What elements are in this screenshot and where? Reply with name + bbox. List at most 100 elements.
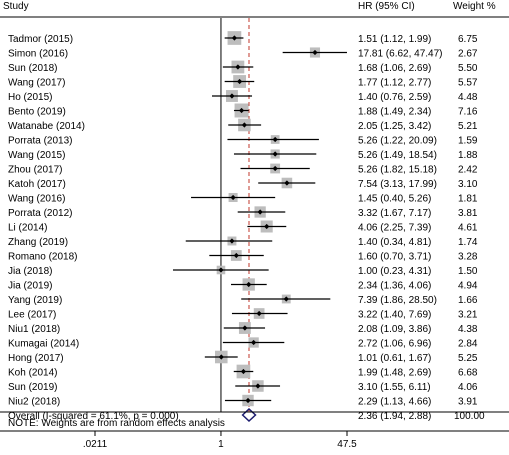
- study-name: Porrata (2013): [8, 136, 72, 147]
- study-name: Sun (2018): [8, 63, 57, 74]
- study-name: Wang (2016): [8, 194, 65, 205]
- weight-label: 5.57: [458, 78, 478, 89]
- study-row: Wang (2015) 5.26 (1.49, 18.54) 1.88: [8, 149, 478, 161]
- weight-label: 4.94: [458, 281, 478, 292]
- weight-label: 5.50: [458, 63, 478, 74]
- hr-ci-label: 3.10 (1.55, 6.11): [358, 382, 431, 393]
- overall-diamond: [241, 407, 257, 423]
- hr-ci-label: 5.26 (1.49, 18.54): [358, 150, 437, 161]
- study-row: Tadmor (2015) 1.51 (1.12, 1.99) 6.75: [8, 31, 478, 45]
- weight-label: 1.88: [458, 150, 478, 161]
- weight-label: 3.81: [458, 208, 478, 219]
- study-name: Kumagai (2014): [8, 339, 79, 350]
- study-name: Li (2014): [8, 223, 47, 234]
- weight-label: 1.81: [458, 194, 478, 205]
- hr-ci-label: 2.05 (1.25, 3.42): [358, 121, 431, 132]
- weight-label: 3.28: [458, 252, 478, 263]
- weight-label: 4.48: [458, 92, 478, 103]
- overall-label: Overall (I-squared = 61.1%, p = 0.000): [8, 411, 179, 422]
- hr-ci-label: 4.06 (2.25, 7.39): [358, 223, 431, 234]
- header-weight: Weight %: [453, 1, 496, 12]
- hr-ci-label: 1.99 (1.48, 2.69): [358, 368, 431, 379]
- overall-weight-label: 100.00: [454, 411, 485, 422]
- hr-ci-label: 1.40 (0.34, 4.81): [358, 237, 431, 248]
- hr-ci-label: 1.01 (0.61, 1.67): [358, 353, 431, 364]
- point-estimate-marker: [238, 107, 245, 114]
- weight-label: 1.66: [458, 295, 478, 306]
- point-estimate-marker: [251, 339, 257, 346]
- weight-label: 4.38: [458, 324, 478, 335]
- weight-label: 4.61: [458, 223, 478, 234]
- study-row: Zhou (2017) 5.26 (1.82, 15.18) 2.42: [8, 163, 478, 176]
- study-name: Wang (2017): [8, 78, 65, 89]
- hr-ci-label: 7.39 (1.86, 28.50): [358, 295, 437, 306]
- weight-label: 3.10: [458, 179, 478, 190]
- weight-label: 2.67: [458, 49, 478, 60]
- point-estimate-marker: [264, 223, 270, 230]
- study-name: Niu2 (2018): [8, 397, 60, 408]
- x-tick-label: 47.5: [337, 439, 357, 450]
- hr-ci-label: 17.81 (6.62, 47.47): [358, 49, 443, 60]
- point-estimate-marker: [241, 122, 247, 128]
- study-row: Hong (2017) 1.01 (0.61, 1.67) 5.25: [8, 350, 478, 364]
- study-row: Porrata (2012) 3.32 (1.67, 7.17) 3.81: [8, 206, 478, 219]
- study-name: Watanabe (2014): [8, 121, 85, 132]
- study-name: Niu1 (2018): [8, 324, 60, 335]
- study-name: Koh (2014): [8, 368, 57, 379]
- point-estimate-marker: [235, 64, 241, 70]
- study-name: Wang (2015): [8, 150, 65, 161]
- point-estimate-marker: [231, 35, 238, 41]
- study-name: Katoh (2017): [8, 179, 66, 190]
- point-estimate-marker: [272, 136, 278, 143]
- point-estimate-marker: [242, 325, 248, 331]
- study-row: Niu1 (2018) 2.08 (1.09, 3.86) 4.38: [8, 322, 478, 335]
- study-name: Jia (2018): [8, 266, 52, 277]
- study-name: Zhang (2019): [8, 237, 68, 248]
- hr-ci-label: 2.34 (1.36, 4.06): [358, 281, 431, 292]
- hr-ci-label: 2.08 (1.09, 3.86): [358, 324, 431, 335]
- x-tick-label: 1: [218, 439, 224, 450]
- hr-ci-label: 3.22 (1.40, 7.69): [358, 310, 431, 321]
- study-rows: Tadmor (2015) 1.51 (1.12, 1.99) 6.75 Simon …: [8, 31, 478, 408]
- point-estimate-marker: [233, 252, 239, 259]
- weight-label: 2.42: [458, 165, 478, 176]
- x-tick-label: .0211: [83, 439, 108, 450]
- weight-label: 1.59: [458, 136, 478, 147]
- study-row: Wang (2017) 1.77 (1.12, 2.77) 5.57: [8, 75, 478, 89]
- weight-label: 6.68: [458, 368, 478, 379]
- study-row: Niu2 (2018) 2.29 (1.13, 4.66) 3.91: [8, 394, 478, 408]
- point-estimate-marker: [240, 368, 247, 375]
- study-row: Sun (2019) 3.10 (1.55, 6.11) 4.06: [8, 380, 478, 393]
- point-estimate-marker: [218, 267, 224, 273]
- hr-ci-label: 5.26 (1.22, 20.09): [358, 136, 437, 147]
- study-row: Romano (2018) 1.60 (0.70, 3.71) 3.28: [8, 250, 478, 263]
- point-estimate-marker: [272, 151, 278, 157]
- study-name: Jia (2019): [8, 281, 52, 292]
- study-row: Ho (2015) 1.40 (0.76, 2.59) 4.48: [8, 90, 478, 103]
- study-name: Simon (2016): [8, 49, 68, 60]
- study-row: Bento (2019) 1.88 (1.49, 2.34) 7.16: [8, 103, 478, 118]
- point-estimate-marker: [255, 383, 261, 389]
- point-estimate-marker: [272, 165, 278, 172]
- point-estimate-marker: [229, 238, 235, 244]
- random-effects-note: NOTE: Weights are from random effects an…: [8, 418, 225, 429]
- header-row: Study HR (95% CI) Weight %: [3, 1, 496, 12]
- hr-ci-label: 1.77 (1.12, 2.77): [358, 78, 431, 89]
- point-estimate-marker: [312, 49, 318, 56]
- hr-ci-label: 2.29 (1.13, 4.66): [358, 397, 431, 408]
- overall-hr-ci-label: 2.36 (1.94, 2.88): [358, 411, 431, 422]
- hr-ci-label: 1.51 (1.12, 1.99): [358, 34, 431, 45]
- weight-label: 3.91: [458, 397, 478, 408]
- point-estimate-marker: [284, 180, 290, 186]
- study-name: Hong (2017): [8, 353, 64, 364]
- point-estimate-marker: [229, 93, 235, 99]
- overall-row: Overall (I-squared = 61.1%, p = 0.000) 2.…: [8, 407, 485, 423]
- study-row: Zhang (2019) 1.40 (0.34, 4.81) 1.74: [8, 236, 478, 248]
- weight-label: 1.74: [458, 237, 478, 248]
- study-row: Yang (2019) 7.39 (1.86, 28.50) 1.66: [8, 294, 478, 306]
- reference-lines: [220, 18, 250, 412]
- study-row: Lee (2017) 3.22 (1.40, 7.69) 3.21: [8, 308, 478, 321]
- weight-label: 2.84: [458, 339, 478, 350]
- weight-label: 5.25: [458, 353, 478, 364]
- study-row: Sun (2018) 1.68 (1.06, 2.69) 5.50: [8, 60, 478, 74]
